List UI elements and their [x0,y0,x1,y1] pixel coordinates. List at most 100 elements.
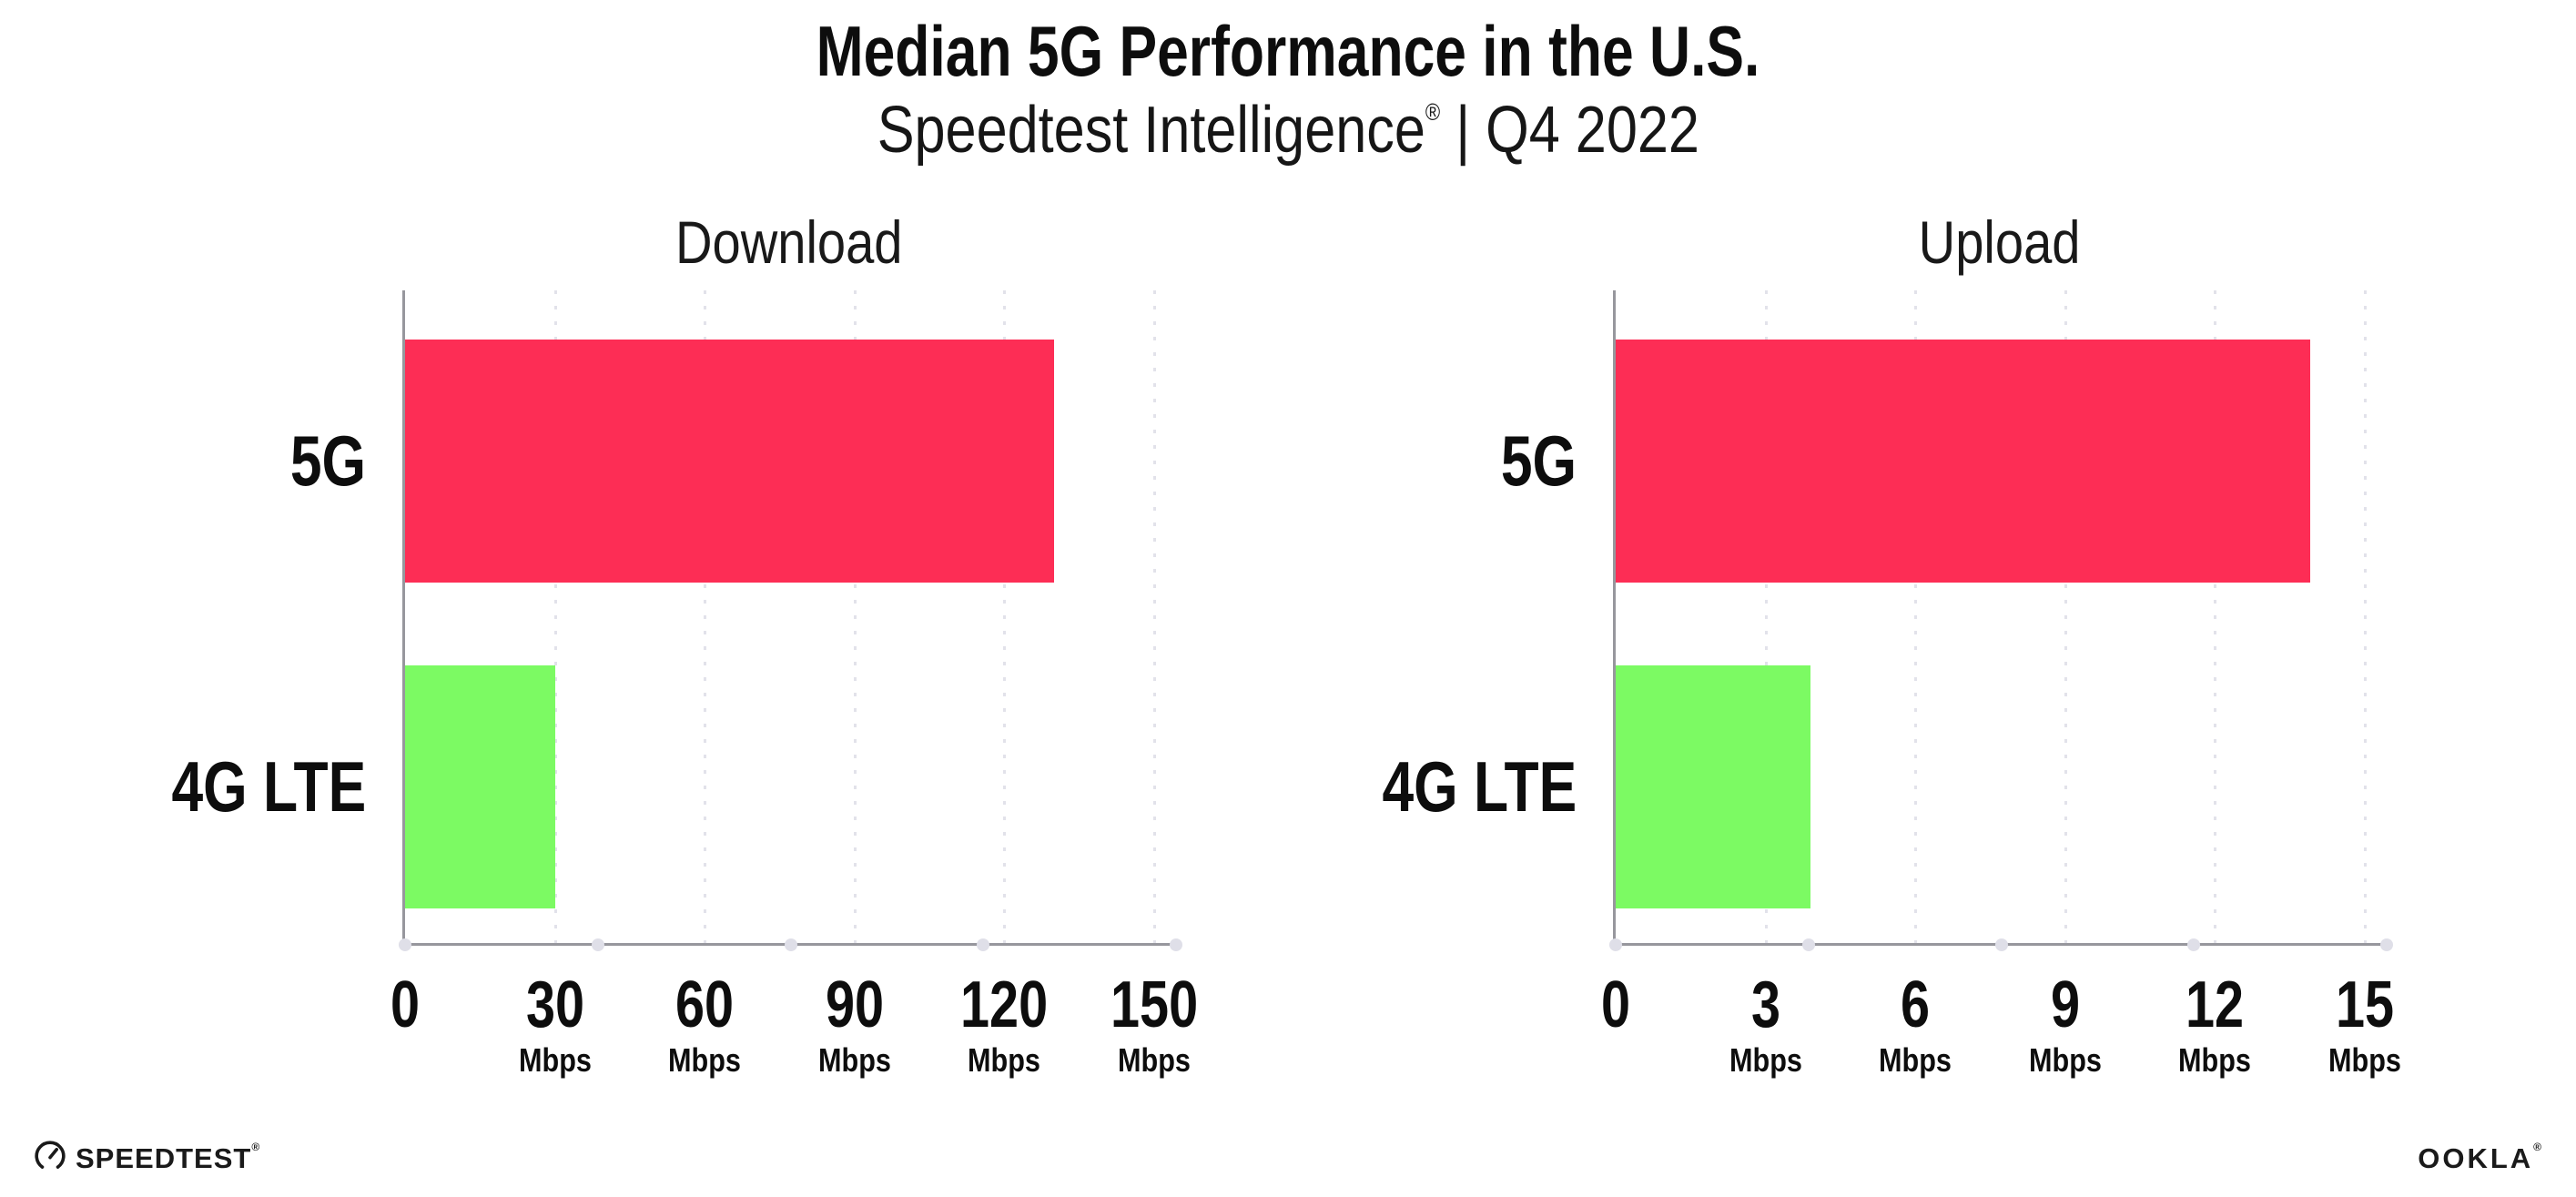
tick-30: 30 Mbps [437,972,674,1077]
upload-chart-title: Upload [1613,212,2387,290]
tick-30-unit: Mbps [518,1041,592,1080]
page-subtitle-text: Speedtest Intelligence® | Q4 2022 [877,96,1699,166]
download-plot-area: 0 30 Mbps 60 Mbps [390,290,1198,1077]
tick-150: 150 Mbps [1036,972,1273,1077]
tick-15-value: 15 [2335,969,2395,1042]
tick-0-value: 0 [1600,969,1631,1042]
gridline [553,290,557,944]
bar-5g-upload [1616,340,2310,583]
registered-mark: ® [1425,97,1440,126]
upload-plot-area: 0 3 Mbps 6 Mbps [1601,290,2401,1077]
axis-dot [591,938,604,952]
page-title-text: Median 5G Performance in the U.S. [816,11,1760,91]
download-x-axis-ticks: 0 30 Mbps 60 Mbps [390,972,1198,1090]
tick-12-value: 12 [2186,969,2245,1042]
ookla-wordmark-text: OOKLA [2418,1141,2534,1174]
category-label-5g-text: 5G [1500,421,1577,502]
speedtest-wordmark-text: SPEEDTEST [76,1141,252,1174]
subtitle-period: | Q4 2022 [1455,93,1699,167]
speedtest-gauge-icon [34,1140,66,1177]
tick-0-value: 0 [390,969,421,1042]
upload-chart: Upload 5G 4G LTE [1382,212,2401,1077]
tick-12-unit: Mbps [2178,1041,2252,1080]
axis-dot [784,938,797,952]
tick-120-value: 120 [960,969,1049,1042]
gridline [1764,290,1768,944]
gridline [2214,290,2217,944]
axis-dot [2187,938,2201,952]
gridline [2064,290,2067,944]
tick-9-unit: Mbps [2028,1041,2102,1080]
ookla-logo: OOKLA® [2418,1140,2544,1175]
tick-9: 9 Mbps [1947,972,2184,1077]
upload-category-labels: 5G 4G LTE [1382,290,1613,946]
axis-dot [2380,938,2393,952]
axis-dot [1801,938,1815,952]
tick-150-unit: Mbps [1118,1041,1191,1080]
tick-150-value: 150 [1110,969,1199,1042]
bar-4g-lte-download [405,665,555,909]
tick-15: 15 Mbps [2246,972,2483,1077]
upload-chart-title-text: Upload [1919,208,2081,277]
gridline [1153,290,1156,944]
subtitle-brand: Speedtest Intelligence [877,93,1425,167]
download-chart: Download 5G 4G LTE [171,212,1198,1077]
category-label-5g-text: 5G [289,421,366,502]
tick-60: 60 Mbps [586,972,823,1077]
axis-dot [1609,938,1622,952]
bar-4g-lte-upload [1616,665,1810,909]
tick-120-unit: Mbps [968,1041,1041,1080]
tick-60-value: 60 [675,969,735,1042]
gridline [1914,290,1918,944]
tick-120: 120 Mbps [886,972,1122,1077]
page-subtitle: Speedtest Intelligence® | Q4 2022 [0,96,2576,166]
category-label-4g-lte-text: 4G LTE [1382,746,1577,827]
tick-15-unit: Mbps [2328,1041,2401,1080]
category-label-4g-lte-text: 4G LTE [171,746,366,827]
tick-90-value: 90 [825,969,884,1042]
gridline [1003,290,1007,944]
gridline [704,290,707,944]
download-chart-body: 5G 4G LTE [171,290,1198,1077]
download-category-labels: 5G 4G LTE [171,290,402,946]
category-label-5g: 5G [1482,425,1577,496]
tick-90-unit: Mbps [817,1041,891,1080]
speedtest-logo: SPEEDTEST® [34,1140,260,1177]
tick-3: 3 Mbps [1648,972,1884,1077]
axis-dot [1170,938,1182,952]
tick-60-unit: Mbps [668,1041,742,1080]
category-label-4g-lte: 4G LTE [123,751,366,822]
category-label-5g: 5G [271,425,366,496]
speedtest-registered-mark: ® [251,1140,261,1153]
ookla-wordmark: OOKLA® [2418,1140,2544,1175]
charts-row: Download 5G 4G LTE [0,212,2576,1077]
tick-30-value: 30 [525,969,584,1042]
download-scale-area: 0 30 Mbps 60 Mbps [390,290,1198,1077]
upload-x-axis-ticks: 0 3 Mbps 6 Mbps [1601,972,2401,1090]
tick-3-value: 3 [1750,969,1780,1042]
gridline [2364,290,2367,944]
tick-0: 0 [1497,972,1734,1077]
tick-9-value: 9 [2050,969,2080,1042]
tick-6-unit: Mbps [1879,1041,1952,1080]
tick-6: 6 Mbps [1797,972,2033,1077]
ookla-registered-mark: ® [2533,1140,2544,1153]
tick-0: 0 [287,972,523,1077]
axis-dot [977,938,990,952]
tick-12: 12 Mbps [2096,972,2333,1077]
tick-3-unit: Mbps [1729,1041,1802,1080]
download-chart-title: Download [402,212,1176,290]
axis-dot [1994,938,2008,952]
page-title: Median 5G Performance in the U.S. [0,11,2576,91]
bar-5g-download [405,340,1055,583]
upload-chart-body: 5G 4G LTE [1382,290,2401,1077]
upload-scale-area: 0 3 Mbps 6 Mbps [1601,290,2401,1077]
speedtest-wordmark: SPEEDTEST® [76,1140,261,1175]
download-chart-title-text: Download [675,208,903,277]
tick-6-value: 6 [1901,969,1931,1042]
axis-dot [399,938,411,952]
gridline [853,290,857,944]
footer: SPEEDTEST® OOKLA® [34,1140,2544,1177]
tick-90: 90 Mbps [736,972,973,1077]
